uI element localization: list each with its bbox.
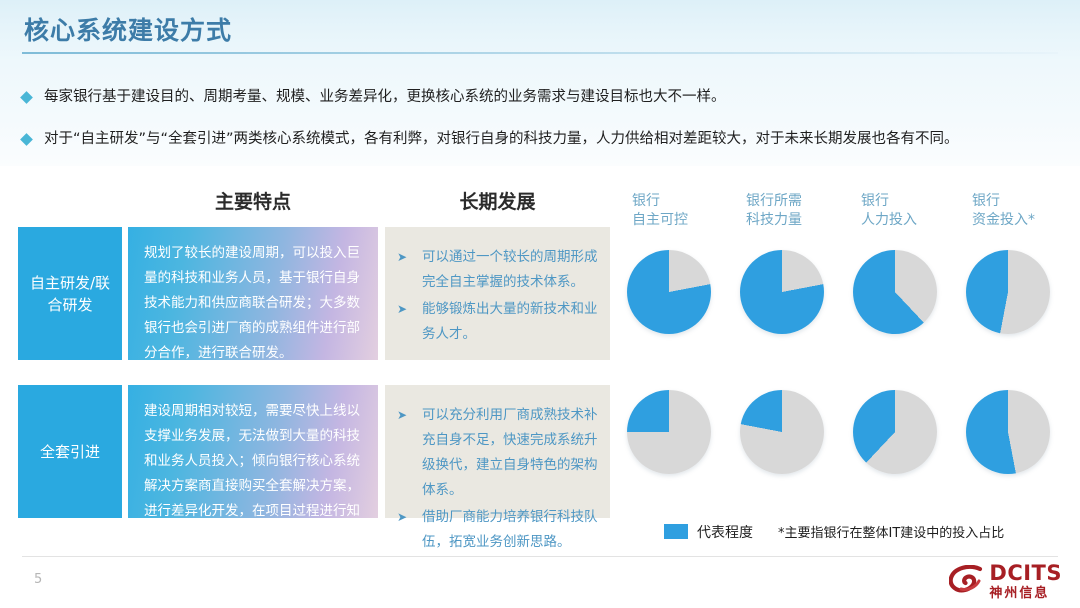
arrow-bullet-icon: ➤ bbox=[397, 302, 408, 316]
diamond-bullet-icon bbox=[20, 133, 33, 146]
logo-english-text: DCITS bbox=[989, 561, 1062, 585]
longterm-item-text: 借助厂商能力培养银行科技队伍，拓宽业务创新思路。 bbox=[422, 509, 598, 550]
legend-swatch bbox=[664, 524, 688, 539]
footer-divider bbox=[22, 556, 1058, 557]
intro-bullet-1-text: 每家银行基于建设目的、周期考量、规模、业务差异化，更换核心系统的业务需求与建设目… bbox=[44, 89, 726, 105]
row-label-full-introduction: 全套引进 bbox=[18, 385, 122, 518]
pie-column-header-1-line2: 自主可控 bbox=[632, 212, 688, 228]
pie-chart bbox=[966, 250, 1050, 334]
pie-column-header-4-line1: 银行 bbox=[972, 193, 1000, 209]
legend-footnote: *主要指银行在整体IT建设中的投入占比 bbox=[778, 526, 1005, 541]
list-item: ➤ 可以通过一个较长的周期形成完全自主掌握的技术体系。 bbox=[397, 245, 598, 295]
pie-column-header-3-line1: 银行 bbox=[861, 193, 889, 209]
page-title: 核心系统建设方式 bbox=[24, 16, 233, 45]
intro-bullet-1: 每家银行基于建设目的、周期考量、规模、业务差异化，更换核心系统的业务需求与建设目… bbox=[20, 88, 726, 106]
arrow-bullet-icon: ➤ bbox=[397, 510, 408, 524]
intro-bullet-2: 对于“自主研发”与“全套引进”两类核心系统模式，各有利弊，对银行自身的科技力量，… bbox=[20, 130, 959, 148]
company-logo: DCITS 神州信息 bbox=[949, 563, 1062, 600]
arrow-bullet-icon: ➤ bbox=[397, 408, 408, 422]
list-item: ➤ 能够锻炼出大量的新技术和业务人才。 bbox=[397, 297, 598, 347]
intro-bullets: 每家银行基于建设目的、周期考量、规模、业务差异化，更换核心系统的业务需求与建设目… bbox=[0, 62, 1080, 166]
pie-column-header-2: 银行所需 科技力量 bbox=[746, 192, 802, 230]
pie-column-header-4-line2: 资金投入* bbox=[972, 212, 1035, 228]
pie-chart bbox=[853, 250, 937, 334]
list-item: ➤ 可以充分利用厂商成熟技术补充自身不足，快速完成系统升级换代，建立自身特色的架… bbox=[397, 403, 598, 503]
dcits-swirl-icon bbox=[949, 564, 983, 599]
pie-column-header-2-line2: 科技力量 bbox=[746, 212, 802, 228]
column-heading-longterm: 长期发展 bbox=[459, 191, 536, 213]
pie-column-header-1-line1: 银行 bbox=[632, 193, 660, 209]
pie-column-header-3-line2: 人力投入 bbox=[861, 212, 917, 228]
logo-chinese-text: 神州信息 bbox=[989, 586, 1050, 601]
pie-chart bbox=[966, 390, 1050, 474]
title-band: 核心系统建设方式 bbox=[0, 0, 1080, 62]
pie-chart bbox=[740, 250, 824, 334]
feature-box-self-development: 规划了较长的建设周期，可以投入巨量的科技和业务人员，基于银行自身技术能力和供应商… bbox=[128, 227, 378, 361]
list-item: ➤ 借助厂商能力培养银行科技队伍，拓宽业务创新思路。 bbox=[397, 505, 598, 555]
legend-label: 代表程度 bbox=[697, 525, 753, 541]
longterm-item-text: 可以充分利用厂商成熟技术补充自身不足，快速完成系统升级换代，建立自身特色的架构体… bbox=[422, 407, 598, 498]
pie-column-header-1: 银行 自主可控 bbox=[632, 192, 688, 230]
row-label-self-development: 自主研发/联合研发 bbox=[18, 227, 122, 360]
longterm-box-self-development: ➤ 可以通过一个较长的周期形成完全自主掌握的技术体系。 ➤ 能够锻炼出大量的新技… bbox=[385, 227, 610, 360]
pie-column-header-3: 银行 人力投入 bbox=[861, 192, 917, 230]
longterm-item-text: 可以通过一个较长的周期形成完全自主掌握的技术体系。 bbox=[422, 249, 598, 290]
pie-column-header-4: 银行 资金投入* bbox=[972, 192, 1035, 230]
column-heading-features: 主要特点 bbox=[214, 191, 291, 213]
arrow-bullet-icon: ➤ bbox=[397, 250, 408, 264]
intro-bullet-2-text: 对于“自主研发”与“全套引进”两类核心系统模式，各有利弊，对银行自身的科技力量，… bbox=[44, 131, 959, 147]
feature-box-full-introduction: 建设周期相对较短，需要尽快上线以支撑业务发展，无法做到大量的科技和业务人员投入；… bbox=[128, 385, 378, 544]
pie-chart bbox=[627, 250, 711, 334]
pie-chart bbox=[627, 390, 711, 474]
pie-chart bbox=[740, 390, 824, 474]
pie-column-header-2-line1: 银行所需 bbox=[746, 193, 802, 209]
longterm-item-text: 能够锻炼出大量的新技术和业务人才。 bbox=[422, 301, 598, 342]
title-divider bbox=[22, 52, 1058, 54]
page-number: 5 bbox=[34, 572, 43, 587]
pie-chart bbox=[853, 390, 937, 474]
diamond-bullet-icon bbox=[20, 91, 33, 104]
longterm-box-full-introduction: ➤ 可以充分利用厂商成熟技术补充自身不足，快速完成系统升级换代，建立自身特色的架… bbox=[385, 385, 610, 550]
